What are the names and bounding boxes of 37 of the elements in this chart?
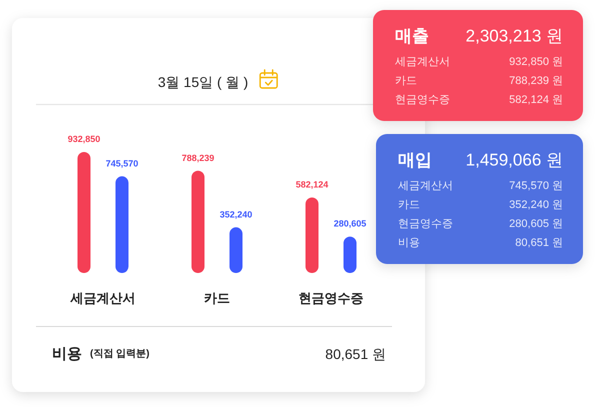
- text: 80,651 원: [325, 346, 386, 362]
- text: 582,124 원: [509, 94, 563, 106]
- text: 카드: [398, 199, 420, 211]
- text: 932,850 원: [509, 56, 563, 68]
- bar: [192, 170, 204, 273]
- text: 745,570 원: [509, 180, 563, 192]
- text: 매입: [398, 150, 432, 170]
- data-label: 788,239: [182, 152, 214, 163]
- data-label: 932,850: [68, 134, 100, 144]
- text: 352,240 원: [509, 199, 563, 211]
- text: (직접 입력분): [90, 348, 150, 360]
- text: 2,303,213 원: [466, 26, 563, 46]
- text: 비용: [398, 237, 420, 249]
- data-label: 582,124: [296, 179, 328, 190]
- text: 카드: [395, 75, 417, 87]
- text: 280,605 원: [509, 218, 563, 230]
- bar: [344, 236, 356, 273]
- text: 비용: [52, 346, 82, 362]
- text: 세금계산서: [398, 180, 453, 192]
- bar: [116, 176, 128, 273]
- bar: [230, 227, 242, 273]
- text: 현금영수증: [395, 94, 450, 106]
- text: 1,459,066 원: [466, 150, 563, 170]
- data-label: 352,240: [220, 209, 252, 220]
- x-tick-label: 세금계산서: [70, 290, 136, 306]
- data-label: 745,570: [106, 158, 138, 168]
- x-tick-label: 카드: [204, 290, 230, 306]
- text: 현금영수증: [398, 218, 453, 230]
- text: 세금계산서: [395, 56, 450, 68]
- text: 788,239 원: [509, 75, 563, 87]
- chart-title: 3월 15일 ( 월 ): [158, 74, 248, 90]
- text: 매출: [395, 26, 429, 46]
- bar: [306, 197, 318, 273]
- text: 80,651 원: [515, 237, 563, 249]
- bar: [78, 152, 90, 273]
- x-tick-label: 현금영수증: [298, 290, 364, 306]
- data-label: 280,605: [334, 218, 366, 229]
